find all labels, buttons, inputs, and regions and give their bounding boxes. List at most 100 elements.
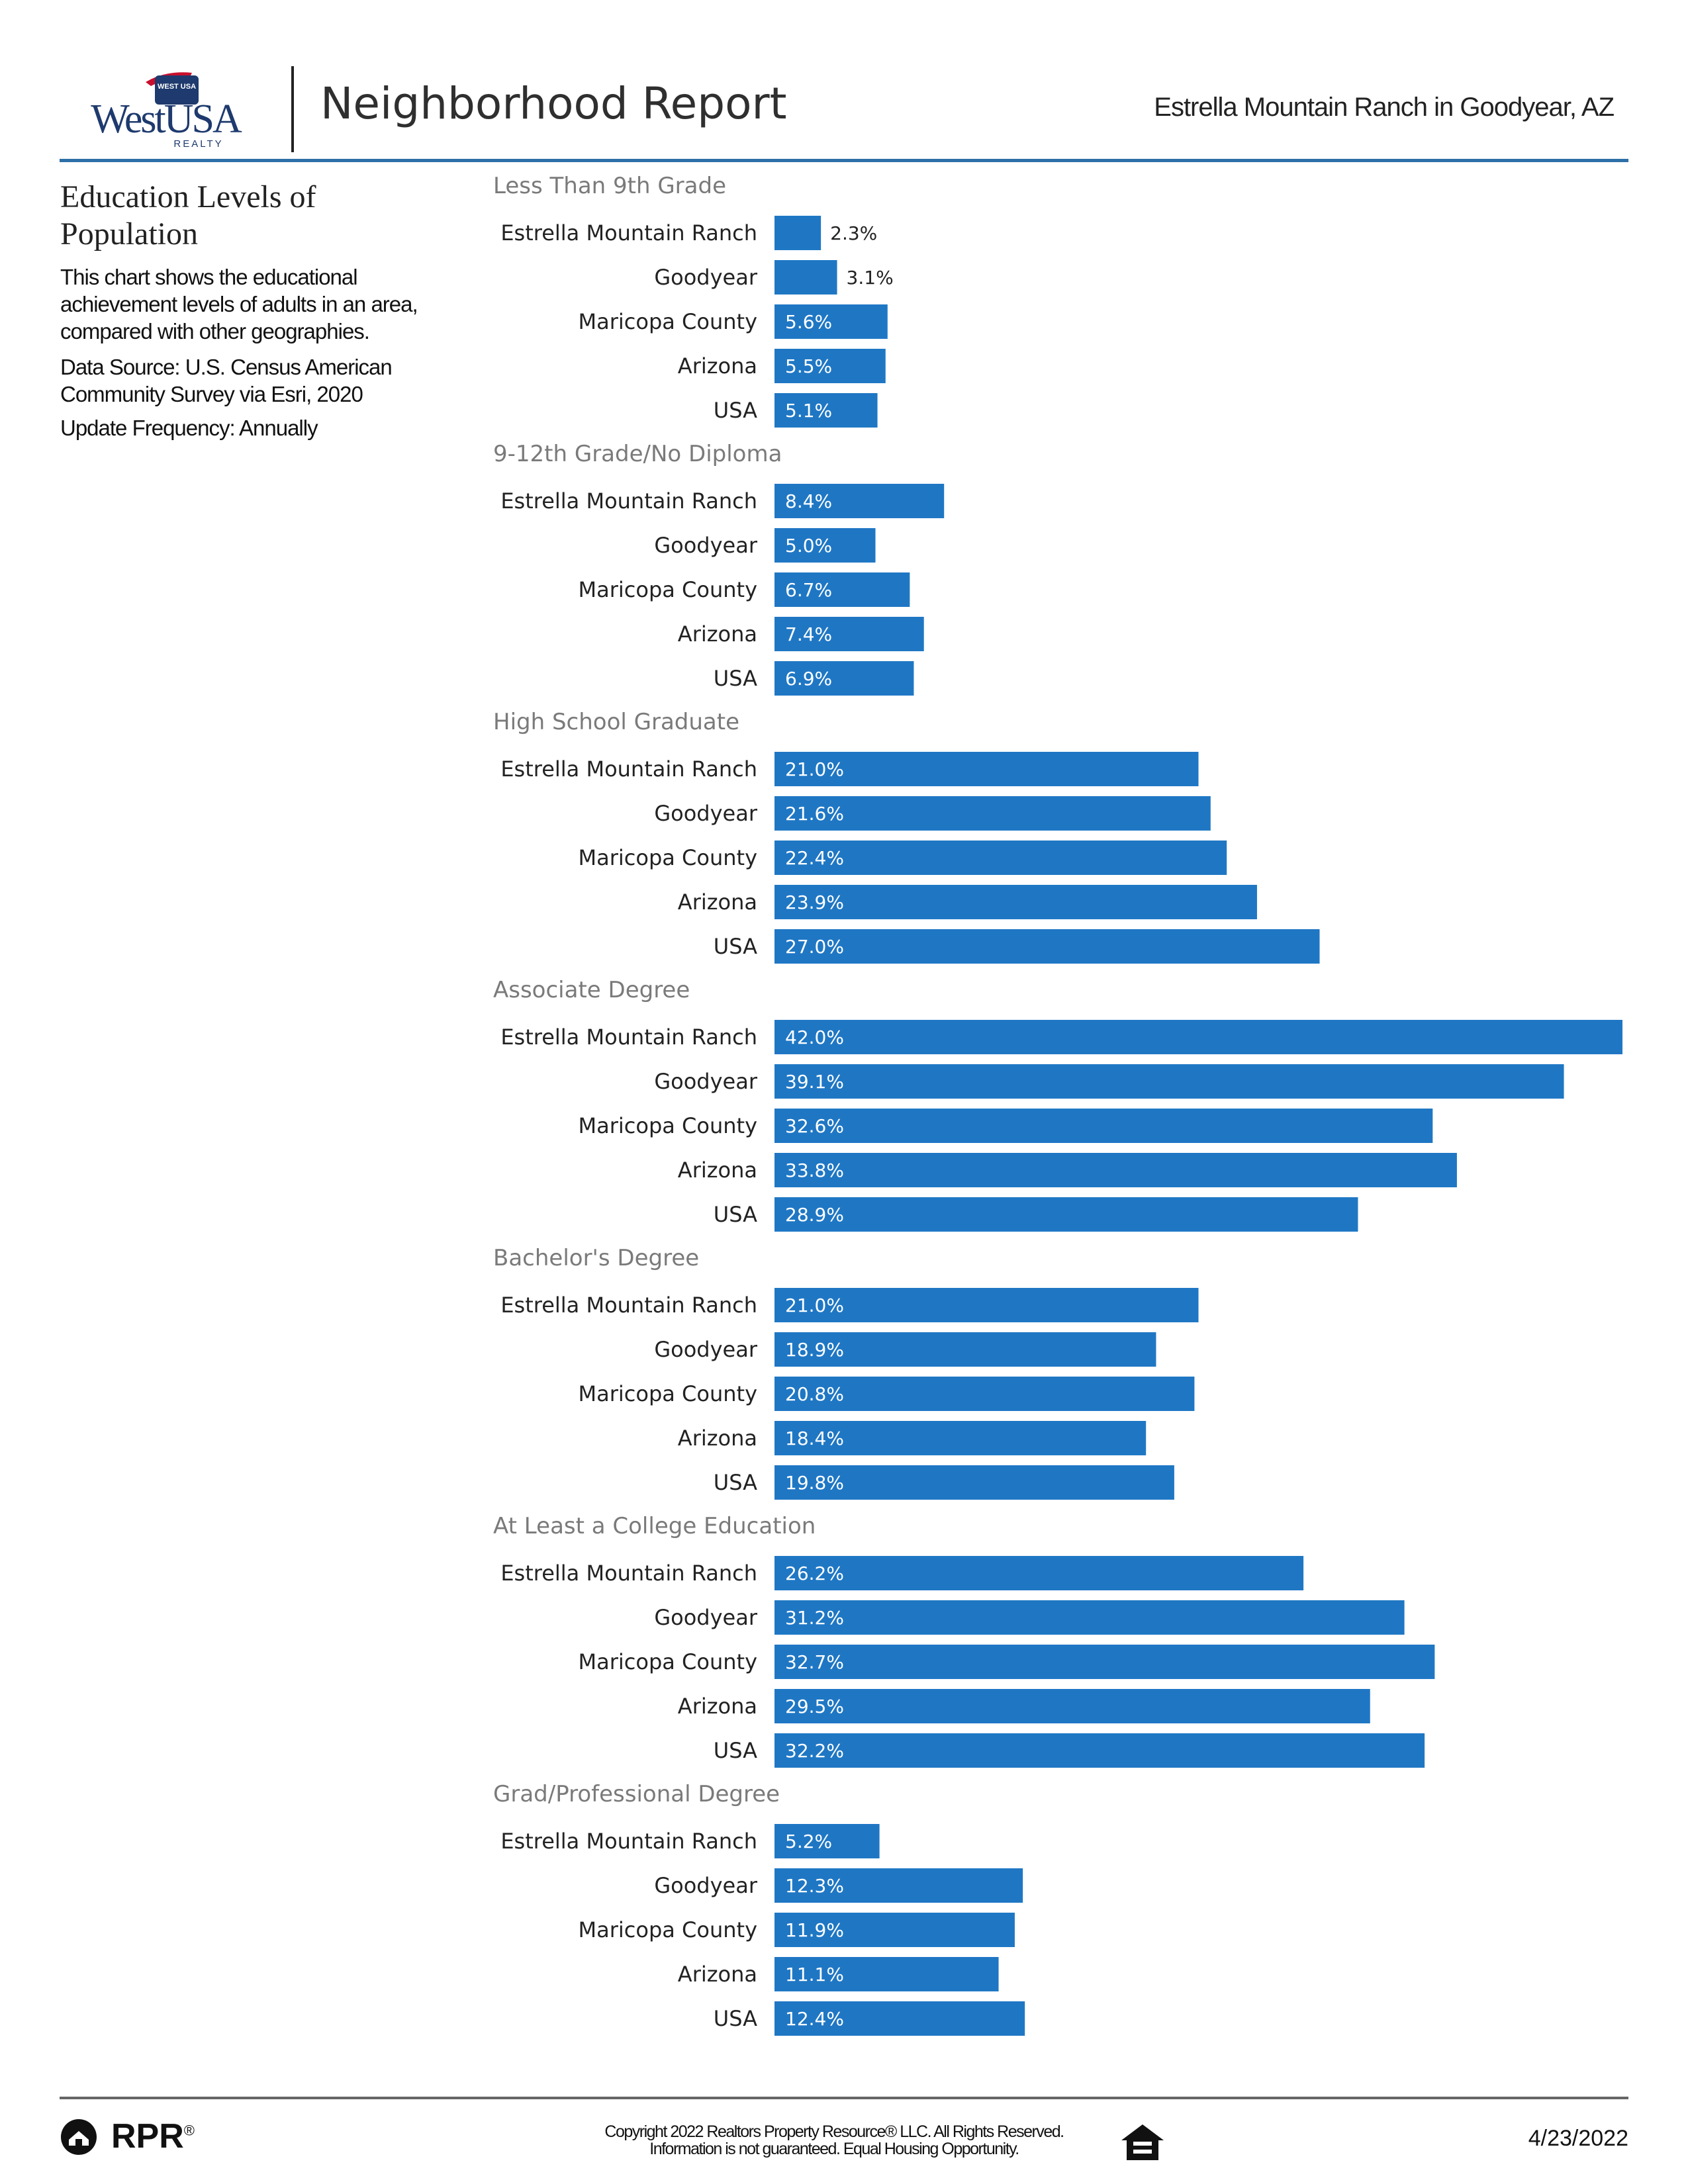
- data-label: 26.2%: [785, 1563, 844, 1584]
- rpr-brand-mark: ®: [183, 2122, 195, 2139]
- bar: [774, 1064, 1564, 1099]
- data-label: 6.9%: [785, 668, 832, 690]
- category-label: USA: [714, 666, 757, 691]
- data-label: 28.9%: [785, 1204, 844, 1226]
- equal-housing-icon: [1121, 2124, 1164, 2160]
- data-label: 8.4%: [785, 490, 832, 512]
- category-label: Arizona: [678, 621, 757, 647]
- data-label: 3.1%: [847, 267, 894, 289]
- category-label: Maricopa County: [579, 577, 758, 602]
- category-label: USA: [714, 1470, 757, 1495]
- data-label: 5.1%: [785, 400, 832, 422]
- data-label: 32.7%: [785, 1651, 844, 1673]
- category-label: Maricopa County: [579, 845, 758, 870]
- bar: [774, 1421, 1147, 1455]
- category-label: Arizona: [678, 1426, 757, 1451]
- section-description: This chart shows the educational achieve…: [60, 265, 418, 343]
- category-label: Goodyear: [654, 533, 758, 558]
- data-source: Data Source: U.S. Census American Commun…: [60, 355, 393, 406]
- category-label: Arizona: [678, 1158, 757, 1183]
- data-label: 31.2%: [785, 1607, 844, 1629]
- category-label: Maricopa County: [579, 1917, 758, 1942]
- bar: [774, 1465, 1174, 1500]
- category-label: Estrella Mountain Ranch: [500, 220, 757, 246]
- bar: [774, 841, 1227, 875]
- footer-rule: [60, 2097, 1628, 2099]
- category-label: Maricopa County: [579, 1649, 758, 1674]
- data-label: 6.7%: [785, 579, 832, 601]
- bar: [774, 1689, 1370, 1723]
- category-label: Goodyear: [654, 1337, 758, 1362]
- data-label: 29.5%: [785, 1696, 844, 1717]
- data-label: 22.4%: [785, 847, 844, 869]
- data-label: 5.6%: [785, 311, 832, 333]
- bar: [774, 1020, 1622, 1054]
- bar: [774, 304, 888, 339]
- header-divider: [291, 66, 294, 152]
- category-label: USA: [714, 1202, 757, 1227]
- group-title: Bachelor's Degree: [493, 1245, 699, 1271]
- bar: [774, 1600, 1405, 1635]
- data-label: 39.1%: [785, 1071, 844, 1093]
- category-label: Arizona: [678, 889, 757, 915]
- category-label: Goodyear: [654, 1605, 758, 1630]
- category-label: Maricopa County: [579, 1381, 758, 1406]
- bar: [774, 1868, 1023, 1903]
- bar: [774, 1556, 1304, 1590]
- category-label: Arizona: [678, 1962, 757, 1987]
- group-title: High School Graduate: [493, 709, 739, 735]
- logo-badge: [155, 75, 199, 105]
- bar: [774, 1645, 1435, 1679]
- report-location: Estrella Mountain Ranch in Goodyear, AZ: [1154, 93, 1615, 122]
- category-label: Arizona: [678, 1694, 757, 1719]
- copyright-line-1: Copyright 2022 Realtors Property Resourc…: [604, 2122, 1064, 2141]
- data-label: 5.5%: [785, 355, 832, 377]
- category-label: USA: [714, 2006, 757, 2031]
- category-label: USA: [714, 934, 757, 959]
- data-label: 18.4%: [785, 1428, 844, 1449]
- data-label: 23.9%: [785, 891, 844, 913]
- category-label: Goodyear: [654, 1873, 758, 1898]
- rpr-brand-name: RPR: [111, 2117, 184, 2156]
- bar: [774, 528, 876, 563]
- bar: [774, 1109, 1433, 1143]
- group-title: Grad/Professional Degree: [493, 1781, 780, 1807]
- group-title: Associate Degree: [493, 977, 690, 1003]
- data-label: 20.8%: [785, 1383, 844, 1405]
- bar: [774, 1824, 880, 1858]
- rpr-logo-icon: [61, 2119, 97, 2155]
- category-label: Estrella Mountain Ranch: [500, 756, 757, 782]
- group-title: Less Than 9th Grade: [493, 173, 726, 199]
- data-label: 27.0%: [785, 936, 844, 958]
- category-label: Estrella Mountain Ranch: [500, 488, 757, 514]
- category-label: Estrella Mountain Ranch: [500, 1024, 757, 1050]
- bar: [774, 929, 1320, 964]
- copyright-notice: Copyright 2022 Realtors Property Resourc…: [569, 2123, 1099, 2158]
- data-label: 19.8%: [785, 1472, 844, 1494]
- data-label: 21.0%: [785, 1295, 844, 1316]
- category-label: Goodyear: [654, 1069, 758, 1094]
- bar: [774, 349, 886, 383]
- data-label: 33.8%: [785, 1160, 844, 1181]
- category-label: USA: [714, 1738, 757, 1763]
- update-frequency: Update Frequency: Annually: [60, 416, 318, 440]
- logo-wordmark: WestUSA: [91, 97, 242, 142]
- category-label: Estrella Mountain Ranch: [500, 1829, 757, 1854]
- data-label: 21.0%: [785, 758, 844, 780]
- data-label: 5.2%: [785, 1831, 832, 1852]
- bar: [774, 885, 1257, 919]
- data-label: 12.3%: [785, 1875, 844, 1897]
- category-label: Maricopa County: [579, 309, 758, 334]
- bar: [774, 1957, 999, 1991]
- bar: [774, 1197, 1358, 1232]
- data-label: 11.9%: [785, 1919, 844, 1941]
- bar: [774, 1913, 1015, 1947]
- data-label: 2.3%: [830, 222, 877, 244]
- group-title: At Least a College Education: [493, 1513, 816, 1539]
- education-bar-chart: Less Than 9th Grade Estrella Mountain Ran…: [493, 173, 1622, 2036]
- bar: [774, 752, 1199, 786]
- group-title: 9-12th Grade/No Diploma: [493, 441, 782, 467]
- data-label: 42.0%: [785, 1026, 844, 1048]
- bar: [774, 1733, 1425, 1768]
- rpr-brand: RPR®: [111, 2116, 195, 2156]
